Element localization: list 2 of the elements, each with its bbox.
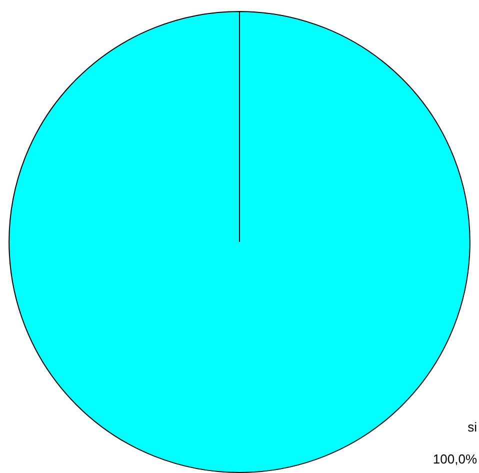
data-label: 100,0% — [432, 452, 478, 467]
slice-label: si — [468, 420, 478, 435]
